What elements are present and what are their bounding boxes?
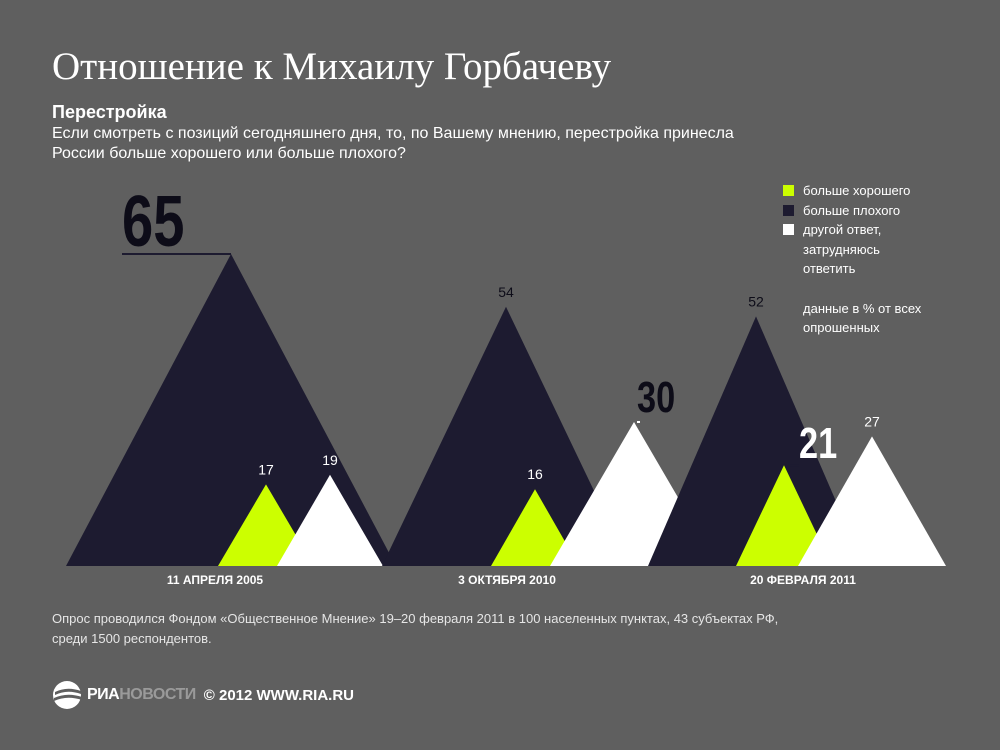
footer: РИА НОВОСТИ © 2012 WWW.RIA.RU [52, 680, 354, 710]
legend-item-other: другой ответ, затрудняюсь ответить [783, 220, 923, 279]
value-label-good-0: 17 [258, 461, 274, 477]
value-label-bad-0: 65 [122, 181, 184, 261]
value-label-bad-1: 54 [498, 284, 514, 300]
ria-logo-icon [53, 681, 82, 709]
peak-good-2 [736, 465, 832, 566]
category-label-2: 20 ФЕВРАЛЯ 2011 [750, 573, 856, 587]
legend-swatch-good [783, 185, 794, 196]
legend-label-good: больше хорошего [803, 183, 911, 198]
peak-bad-0 [66, 254, 396, 566]
value-label-other-0: 19 [322, 452, 338, 468]
peak-other-0 [277, 474, 383, 566]
legend-swatch-other [783, 224, 794, 235]
subtitle: Перестройка [52, 102, 167, 122]
peak-bad-1 [382, 306, 630, 566]
category-label-0: 11 АПРЕЛЯ 2005 [167, 573, 264, 587]
logo-novosti-text: НОВОСТИ [119, 686, 196, 703]
page-title: Отношение к Михаилу Горбачеву [52, 45, 612, 88]
peak-bad-2 [648, 316, 864, 566]
legend-swatch-bad [783, 204, 794, 216]
logo-ria-text: РИА [87, 686, 120, 703]
legend: больше хорошего больше плохого другой от… [783, 181, 983, 338]
legend-item-bad: больше плохого [783, 201, 983, 221]
legend-label-bad: больше плохого [803, 202, 901, 218]
copyright-link[interactable]: © 2012 WWW.RIA.RU [203, 686, 354, 704]
value-label-good-1: 16 [527, 466, 543, 482]
legend-note: данные в % от всех опрошенных [803, 300, 922, 336]
peak-good-1 [491, 489, 579, 566]
legend-label-other: другой ответ, затрудняюсь ответить [803, 222, 882, 276]
peak-other-2 [798, 436, 946, 566]
source-note: Опрос проводился Фондом «Общественное Мн… [52, 611, 779, 646]
value-label-bad-2: 52 [748, 293, 764, 309]
category-label-1: 3 ОКТЯБРЯ 2010 [458, 573, 556, 587]
value-label-good-2: 21 [799, 419, 837, 468]
value-label-other-1: 30 [637, 373, 675, 422]
value-label-other-2: 27 [864, 413, 880, 429]
legend-item-good: больше хорошего [783, 181, 983, 201]
survey-question: Если смотреть с позиций сегодняшнего дня… [52, 125, 734, 162]
